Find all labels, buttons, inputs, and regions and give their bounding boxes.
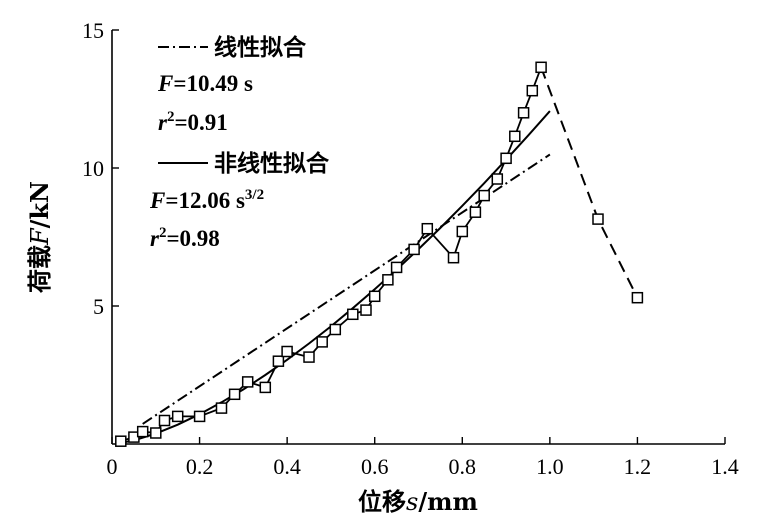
test-data-point: [456, 225, 469, 238]
series-layer: [115, 61, 644, 447]
test-data-point: [408, 243, 420, 256]
y-tick-label: 5: [93, 294, 104, 319]
test-data-point: [193, 410, 206, 423]
unloading-data-point: [592, 213, 604, 225]
nonlinear-r2: r2=0.98: [150, 225, 220, 251]
test-data-point: [215, 402, 228, 414]
test-data-point: [259, 381, 272, 394]
test-data-point: [150, 427, 162, 439]
unloading-line: [540, 66, 639, 299]
legend-linear-label: 线性拟合: [214, 34, 307, 61]
plot-area: 0 0.2 0.4 0.6 0.8 1.0 1.2 1.4 5 10 15: [82, 18, 739, 479]
test-data-point: [491, 173, 504, 185]
y-axis-title: 荷载F/kN: [25, 181, 54, 293]
test-data-point: [136, 425, 149, 438]
test-data-point: [171, 410, 184, 423]
legend: 线性拟合 F=10.49 s r2=0.91 非线性拟合 F=12.06 s3/…: [149, 34, 330, 251]
x-tick-label: 1.0: [536, 454, 564, 479]
y-ticks: 5 10 15: [82, 18, 119, 319]
x-tick-label: 0: [107, 454, 118, 479]
x-tick-label: 0.4: [273, 454, 301, 479]
test-data-point: [535, 61, 547, 74]
test-data-point: [469, 206, 482, 218]
test-data-point: [347, 308, 359, 321]
linear-equation: F=10.49 s: [157, 71, 253, 96]
y-tick-label: 10: [82, 156, 104, 181]
legend-nonlinear-label: 非线性拟合: [214, 150, 330, 177]
x-axis-title: 位移s/mm: [358, 487, 478, 516]
test-data-point: [509, 130, 521, 143]
y-tick-label: 15: [82, 18, 104, 43]
test-data-point: [382, 274, 394, 286]
test-data-point: [115, 435, 127, 447]
test-data-point: [478, 189, 490, 202]
test-data-point: [447, 251, 460, 264]
test-data-point: [360, 304, 372, 316]
linear-r2: r2=0.91: [158, 109, 228, 135]
test-data-point: [517, 107, 530, 119]
test-data-point: [228, 388, 241, 401]
test-data-point: [500, 152, 512, 165]
test-data-point: [158, 414, 171, 427]
x-tick-label: 1.4: [711, 454, 739, 479]
test-data-point: [303, 351, 315, 363]
unloading-data-point: [631, 291, 644, 304]
nonlinear-equation: F=12.06 s3/2: [149, 187, 264, 213]
x-tick-label: 0.6: [361, 454, 389, 479]
test-data-point: [272, 355, 285, 367]
test-data-point: [316, 336, 328, 348]
test-data-point: [390, 261, 403, 274]
nonlinear-fit-line: [120, 110, 551, 445]
x-tick-label: 1.2: [624, 454, 652, 479]
test-data-point: [421, 222, 434, 235]
test-data-point: [526, 84, 539, 97]
test-data-point: [281, 345, 293, 358]
test-data-point: [329, 323, 342, 336]
test-data-point: [368, 290, 381, 303]
x-ticks: 0 0.2 0.4 0.6 0.8 1.0 1.2 1.4: [107, 437, 739, 479]
test-data-point: [241, 376, 254, 388]
x-tick-label: 0.8: [449, 454, 477, 479]
x-tick-label: 0.2: [186, 454, 214, 479]
